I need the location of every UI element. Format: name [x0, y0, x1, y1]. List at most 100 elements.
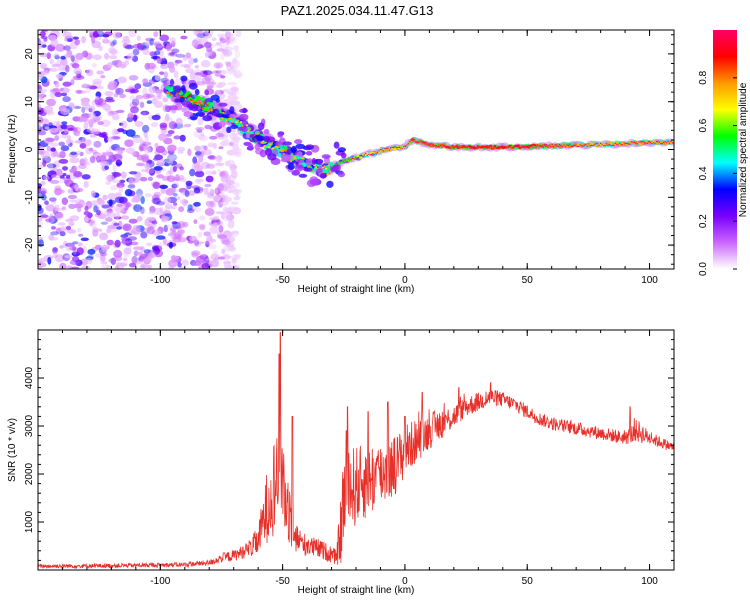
ridge-mark	[561, 146, 564, 148]
spectrogram-cell	[38, 260, 43, 264]
spectrogram-cell	[137, 95, 143, 99]
spectrogram-cell	[212, 222, 219, 229]
spectrogram-cell	[56, 168, 63, 176]
ridge-mark	[371, 153, 373, 156]
spectrogram-cell	[159, 122, 168, 129]
spectrogram-cell	[38, 257, 48, 263]
spectrogram-cell	[110, 41, 116, 47]
spectrogram-cell	[198, 30, 204, 37]
x-tick-label: -100	[150, 576, 170, 587]
ridge-mark	[341, 160, 343, 162]
spectrogram-cell	[48, 234, 55, 241]
spectrogram-cell	[113, 93, 119, 98]
spectrogram-cell	[214, 188, 219, 194]
spectrogram-cell	[159, 206, 164, 215]
spectrogram-cell	[146, 242, 153, 247]
spectrogram-cell	[60, 87, 70, 94]
ridge-mark	[633, 142, 636, 144]
spectrogram-cell	[89, 134, 97, 138]
spectrogram-cell	[217, 169, 222, 173]
spectrogram-cell	[215, 162, 225, 166]
spectrogram-cell	[111, 128, 118, 137]
spectrogram-cell	[144, 218, 151, 227]
ridge-mark	[511, 147, 514, 149]
ridge-mark	[544, 144, 546, 146]
spectrogram-cell	[136, 216, 143, 222]
spectrogram-cell	[233, 195, 240, 201]
spectrogram-cell	[105, 174, 115, 182]
spectrogram-cell	[174, 98, 181, 103]
spectrogram-cell	[122, 129, 128, 134]
spectrogram-cell	[98, 133, 107, 138]
spectrogram-cell	[141, 124, 150, 133]
colorbar-tick-label: 0.8	[698, 70, 709, 84]
spectrogram-cell	[333, 141, 340, 149]
spectrogram-cell	[144, 135, 149, 143]
ridge-mark	[542, 146, 545, 148]
ridge-mark	[485, 147, 487, 149]
spectrogram-cell	[79, 142, 87, 149]
spectrogram-cell	[108, 55, 118, 60]
spectrogram-cell	[47, 170, 57, 178]
spectrogram-cell	[112, 164, 117, 172]
spectrogram-cell	[173, 233, 182, 239]
spectrogram-cell	[206, 85, 214, 89]
spectrogram-cell	[155, 235, 166, 240]
ridge-mark	[627, 143, 630, 145]
ridge-mark	[655, 140, 658, 143]
spectrogram-cell	[69, 157, 80, 164]
spectrogram-cell	[168, 121, 178, 130]
spectrogram-cell	[152, 197, 161, 205]
spectrogram-cell	[55, 227, 62, 234]
spectrogram-cell	[111, 179, 121, 183]
ridge-mark	[577, 145, 580, 148]
y-tick-label: 2000	[24, 462, 35, 485]
spectrogram-cell	[220, 237, 230, 243]
spectrogram-cell	[133, 204, 143, 213]
spectrogram-cell	[195, 178, 205, 183]
spectrogram-cell	[170, 206, 177, 210]
ridge-mark	[643, 142, 646, 144]
ridge-mark	[536, 144, 539, 146]
spectrogram-cell	[183, 111, 194, 118]
y-tick-label: -20	[24, 237, 35, 252]
spectrogram-cell	[167, 144, 177, 152]
ridge-mark	[491, 145, 493, 147]
ridge-mark	[440, 145, 444, 149]
spectrogram-cell	[282, 141, 292, 146]
spectrogram-cell	[228, 205, 234, 213]
ridge-mark	[475, 147, 477, 149]
spectrogram-cell	[166, 175, 176, 183]
spectrogram-cell	[40, 214, 49, 218]
ridge-mark	[470, 147, 473, 149]
spectrogram-cell	[158, 50, 164, 57]
spectrogram-cell	[213, 250, 218, 254]
spectrogram-cell	[203, 70, 213, 75]
spectrogram-cell	[71, 63, 80, 69]
spectrogram-cell	[265, 148, 272, 157]
ridge-mark	[366, 154, 368, 156]
ridge-mark	[654, 142, 656, 144]
spectrogram-cell	[205, 170, 216, 175]
ridge-mark	[530, 144, 533, 146]
spectrogram-cell	[46, 98, 56, 107]
ridge-mark	[362, 155, 364, 157]
ridge-mark	[525, 145, 527, 147]
spectrogram-cell	[227, 208, 236, 212]
spectrogram-cell	[59, 175, 65, 179]
spectrogram-cell	[191, 252, 199, 258]
spectrogram-cell	[179, 177, 187, 183]
spectrogram-cell	[40, 65, 46, 70]
spectrogram-cell	[219, 37, 224, 41]
spectrogram-cell	[178, 237, 187, 243]
ridge-mark	[340, 161, 342, 163]
spectrogram-cell	[179, 266, 186, 269]
ridge-mark	[617, 144, 619, 146]
y-tick-label: 10	[24, 96, 35, 108]
spectrogram-cell	[95, 206, 100, 211]
spectrogram-cell	[189, 71, 196, 80]
spectrogram-cell	[124, 139, 134, 147]
ridge-mark	[577, 142, 580, 146]
spectrogram-cell	[38, 73, 43, 81]
spectrogram-cell	[89, 105, 96, 113]
